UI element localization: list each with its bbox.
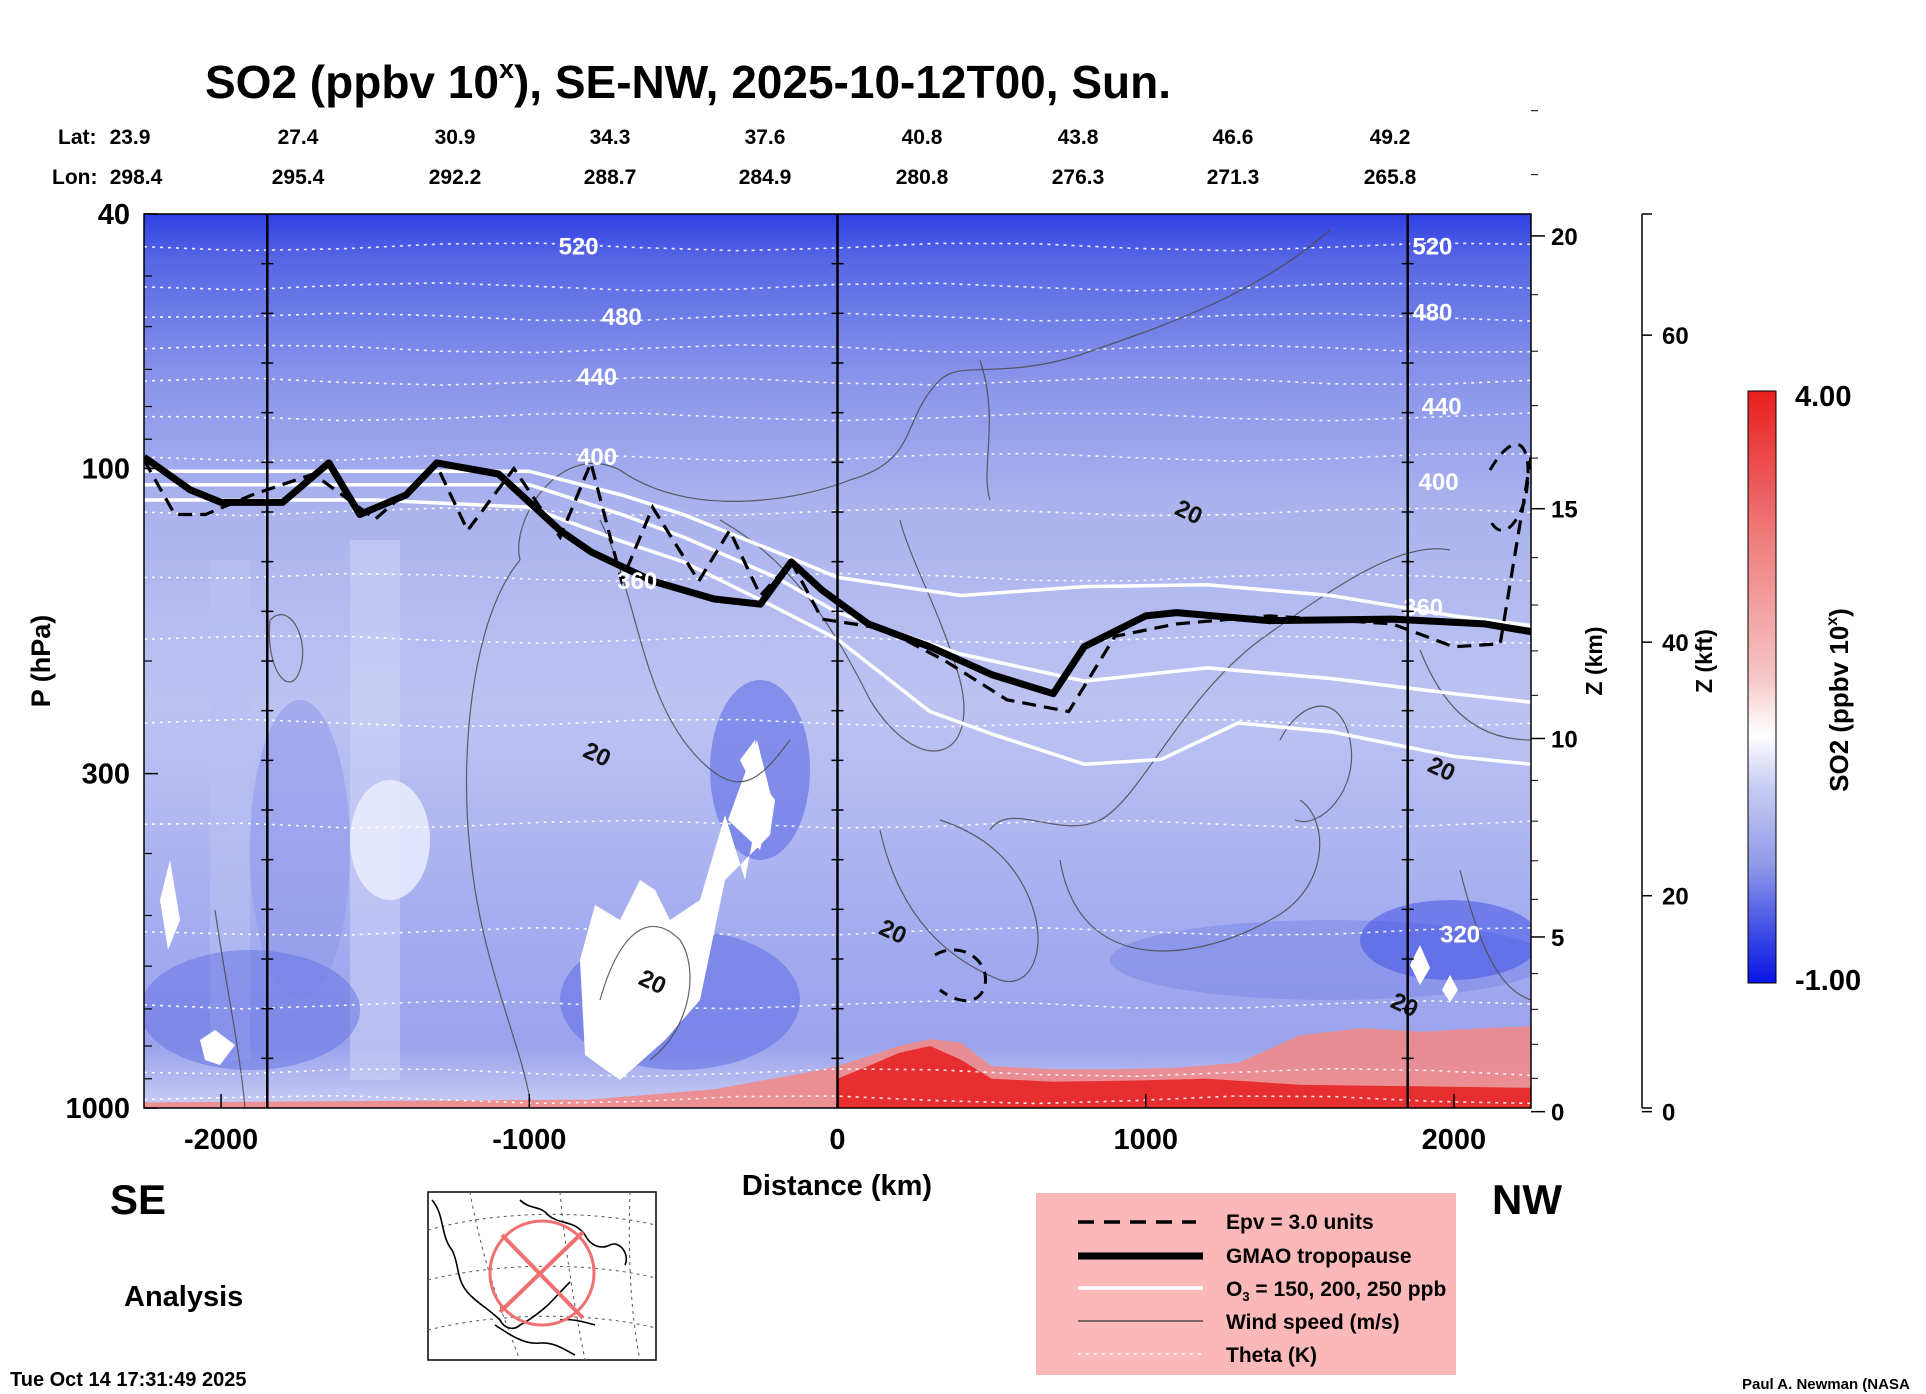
y-axis-label: P (hPa) (26, 615, 56, 708)
ozone-line (144, 498, 1531, 766)
theta-label: 360 (1403, 595, 1443, 622)
lat-value: 23.9 (110, 126, 151, 149)
locator-map (427, 1191, 657, 1361)
z-km-tick-label: 15 (1551, 497, 1578, 524)
y3-axis-label: Z (kft) (1691, 629, 1717, 693)
colorbar-min: -1.00 (1795, 965, 1861, 997)
x-tick-label: 1000 (1113, 1124, 1178, 1156)
title-suffix: ), SE-NW, 2025-10-12T00, Sun. (514, 56, 1171, 108)
colorbar-label-prefix: SO2 (ppbv 10 (1824, 626, 1854, 792)
lat-value: 40.8 (902, 126, 943, 149)
z-km-tick-label: 5 (1551, 925, 1564, 952)
z-kft-tick-label: 60 (1662, 323, 1689, 350)
lat-value: 27.4 (278, 126, 319, 149)
theta-label: 400 (1419, 469, 1459, 496)
p-tick-label: 1000 (65, 1093, 130, 1125)
lon-label: Lon: (52, 166, 97, 189)
z-kft-tick-label: 40 (1662, 630, 1689, 657)
legend-ozone-rest: = 150, 200, 250 ppb (1250, 1278, 1447, 1301)
so2-surface-core (837, 1046, 1531, 1108)
z-km-tick-label: 20 (1551, 224, 1578, 251)
z-km-tick-label: 10 (1551, 726, 1578, 753)
legend-label-ozone: O3 = 150, 200, 250 ppb (1226, 1278, 1446, 1304)
lat-value: 37.6 (745, 126, 786, 149)
vertical-section-lines (261, 214, 1414, 1108)
lon-value: 298.4 (110, 166, 163, 189)
theta-label: 320 (1440, 921, 1480, 948)
chart-title: SO2 (ppbv 10x), SE-NW, 2025-10-12T00, Su… (205, 54, 1171, 108)
coastline-icon (431, 1199, 628, 1356)
timestamp: Tue Oct 14 17:31:49 2025 (10, 1369, 246, 1391)
colorbar-gradient (1747, 390, 1777, 984)
direction-se: SE (110, 1176, 166, 1223)
p-tick-label: 300 (82, 759, 130, 791)
theta-label: 520 (559, 234, 599, 261)
lon-value: 280.8 (896, 166, 949, 189)
epv-extra-contours (934, 442, 1530, 1003)
lat-value: 34.3 (590, 126, 631, 149)
lat-label: Lat: (58, 126, 97, 149)
direction-nw: NW (1492, 1176, 1562, 1223)
colorbar-label: SO2 (ppbv 10x) (1824, 608, 1854, 792)
z-km-tick-label: 0 (1551, 1100, 1564, 1127)
colorbar: 4.00 -1.00 SO2 (ppbv 10x) (1747, 381, 1861, 997)
legend-ozone-sub: 3 (1242, 1289, 1249, 1304)
z-kft-tick-label: 20 (1662, 884, 1689, 911)
theta-label: 520 (1412, 234, 1452, 261)
theta-label: 400 (577, 444, 617, 471)
so2-field-features (144, 540, 1531, 1080)
lat-value: 46.6 (1213, 126, 1254, 149)
z-kft-tick-label: 0 (1662, 1100, 1675, 1127)
p-tick-label: 40 (98, 199, 130, 231)
x-tick-label: -1000 (492, 1124, 566, 1156)
p-tick-label: 100 (82, 453, 130, 485)
x-tick-label: 2000 (1422, 1124, 1487, 1156)
title-prefix: SO2 (ppbv 10 (205, 56, 499, 108)
legend-label-tropopause: GMAO tropopause (1226, 1245, 1412, 1268)
lat-value: 30.9 (435, 126, 476, 149)
x-tick-label: 0 (829, 1124, 845, 1156)
lon-value: 276.3 (1052, 166, 1105, 189)
lat-lon-header: 23.9 27.4 30.9 34.3 37.6 40.8 43.8 46.6 49.2 298.… (110, 126, 1417, 189)
y2-axis-label: Z (km) (1581, 627, 1607, 696)
legend-label-theta: Theta (K) (1226, 1344, 1317, 1367)
tropopause-line (144, 454, 1531, 698)
x-tick-label: -2000 (184, 1124, 258, 1156)
colorbar-label-exp: x (1824, 617, 1841, 626)
theta-label: 440 (577, 364, 617, 391)
colorbar-max: 4.00 (1795, 381, 1851, 413)
x-axis-label: Distance (km) (742, 1170, 932, 1202)
epv-contour (144, 456, 1531, 714)
lon-value: 284.9 (739, 166, 792, 189)
lat-value: 43.8 (1058, 126, 1099, 149)
lon-value: 288.7 (584, 166, 637, 189)
axes: -2000 -1000 0 1000 2000 40 100 300 1000 0 5 10 15 20 0… (65, 110, 1689, 1156)
legend: Epv = 3.0 units GMAO tropopause O3 = 150… (1036, 1193, 1456, 1375)
lon-value: 271.3 (1207, 166, 1260, 189)
theta-label: 360 (617, 568, 657, 595)
lon-value: 265.8 (1364, 166, 1417, 189)
title-exp: x (499, 54, 514, 84)
colorbar-label-suffix: ) (1824, 608, 1854, 617)
legend-label-wind: Wind speed (m/s) (1226, 1311, 1400, 1334)
lat-value: 49.2 (1370, 126, 1411, 149)
theta-label: 480 (1412, 299, 1452, 326)
theta-label: 480 (602, 304, 642, 331)
analysis-label: Analysis (124, 1281, 243, 1313)
locator-circle (488, 1219, 596, 1327)
legend-ozone-o: O (1226, 1278, 1242, 1301)
lon-value: 295.4 (272, 166, 325, 189)
legend-label-epv: Epv = 3.0 units (1226, 1211, 1374, 1234)
lon-value: 292.2 (429, 166, 482, 189)
credit: Paul A. Newman (NASA (1742, 1376, 1910, 1393)
theta-label: 440 (1422, 394, 1462, 421)
